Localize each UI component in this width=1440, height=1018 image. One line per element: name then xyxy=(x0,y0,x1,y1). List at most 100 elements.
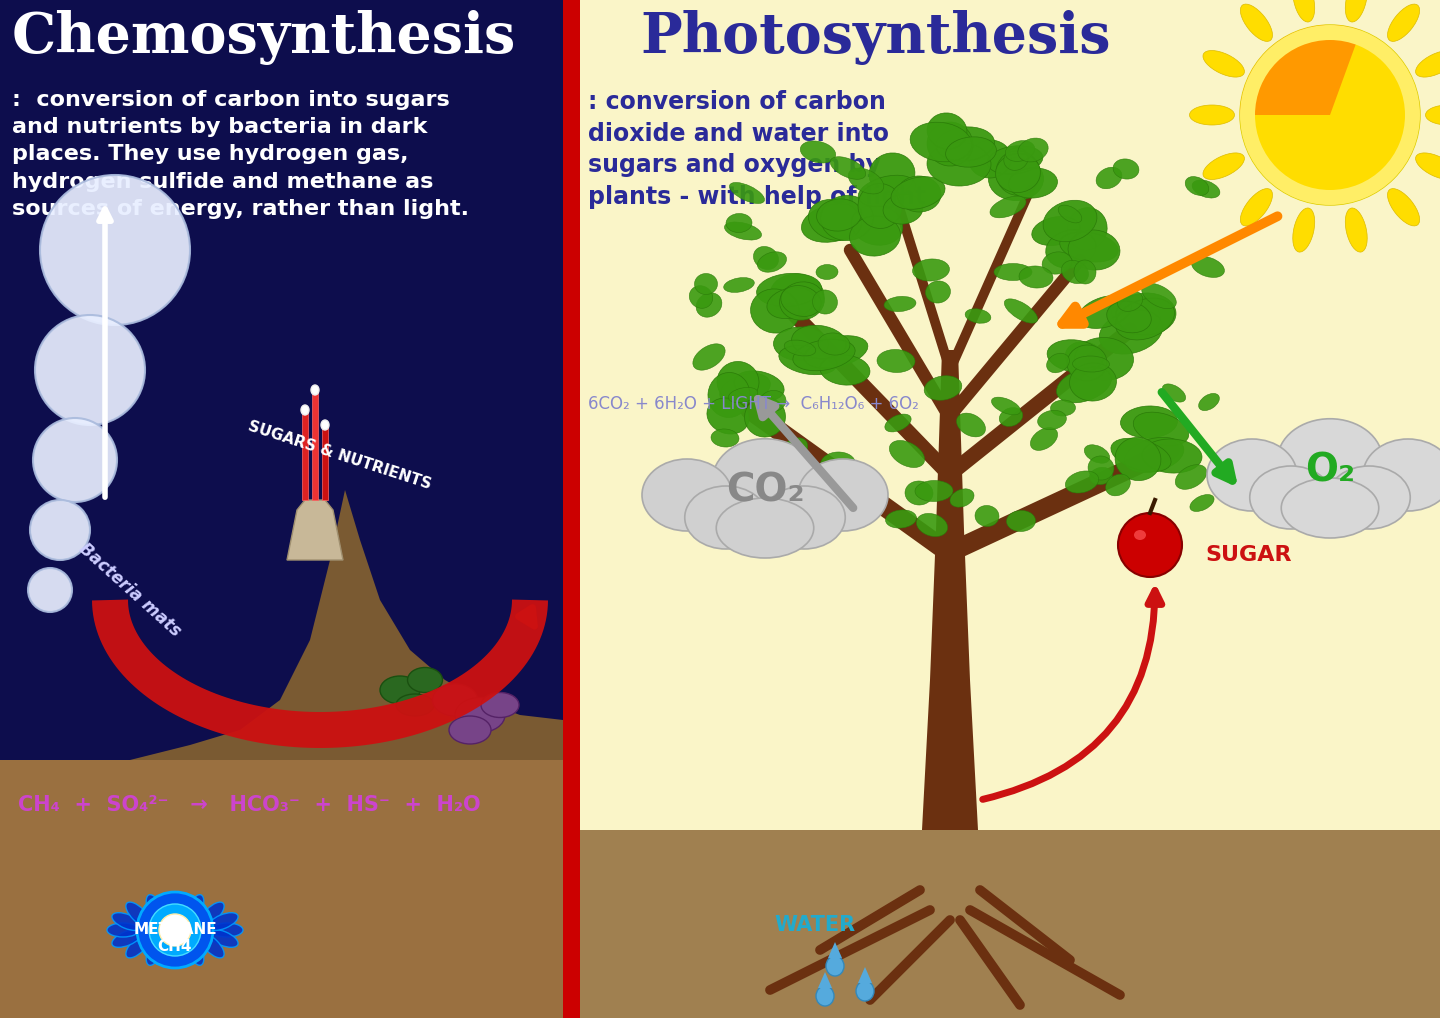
Ellipse shape xyxy=(147,936,164,965)
Ellipse shape xyxy=(916,513,948,536)
Ellipse shape xyxy=(831,157,865,179)
Ellipse shape xyxy=(711,429,739,447)
Ellipse shape xyxy=(1112,295,1161,335)
Ellipse shape xyxy=(956,413,985,437)
Ellipse shape xyxy=(112,929,143,948)
Text: Bacteria mats: Bacteria mats xyxy=(75,540,184,640)
Ellipse shape xyxy=(1008,168,1057,199)
Text: : conversion of carbon
dioxide and water into
sugars and oxygen by
plants - with: : conversion of carbon dioxide and water… xyxy=(588,90,926,209)
Ellipse shape xyxy=(818,333,850,355)
Ellipse shape xyxy=(432,684,478,716)
Ellipse shape xyxy=(816,265,838,280)
Ellipse shape xyxy=(924,376,962,400)
Ellipse shape xyxy=(1116,298,1175,340)
Ellipse shape xyxy=(481,692,518,718)
Ellipse shape xyxy=(877,349,914,373)
Ellipse shape xyxy=(821,195,874,240)
Text: O₂: O₂ xyxy=(1305,451,1355,489)
Ellipse shape xyxy=(927,113,966,149)
Ellipse shape xyxy=(768,287,815,319)
Ellipse shape xyxy=(780,438,808,462)
Ellipse shape xyxy=(995,154,1041,192)
Ellipse shape xyxy=(1125,438,1184,472)
Ellipse shape xyxy=(186,936,204,965)
Bar xyxy=(580,830,1440,1018)
Ellipse shape xyxy=(711,476,744,498)
Text: CO₂: CO₂ xyxy=(726,471,805,509)
Ellipse shape xyxy=(1388,188,1420,226)
Ellipse shape xyxy=(1060,232,1119,262)
Polygon shape xyxy=(92,600,549,748)
Bar xyxy=(563,0,580,1018)
Ellipse shape xyxy=(1133,412,1189,446)
Ellipse shape xyxy=(1061,261,1089,284)
Ellipse shape xyxy=(1189,495,1214,511)
Ellipse shape xyxy=(1162,384,1185,402)
Ellipse shape xyxy=(897,176,940,212)
Ellipse shape xyxy=(713,439,818,521)
Ellipse shape xyxy=(1007,510,1035,531)
Ellipse shape xyxy=(1096,167,1122,188)
Ellipse shape xyxy=(821,452,855,476)
Ellipse shape xyxy=(321,420,328,430)
Ellipse shape xyxy=(708,373,750,417)
Ellipse shape xyxy=(1004,148,1028,170)
Circle shape xyxy=(1117,513,1182,577)
Ellipse shape xyxy=(778,519,808,542)
Ellipse shape xyxy=(884,414,912,432)
Ellipse shape xyxy=(1090,467,1113,485)
Text: Photosynthesis: Photosynthesis xyxy=(639,10,1110,65)
Ellipse shape xyxy=(1345,0,1367,22)
Ellipse shape xyxy=(1189,105,1234,125)
Ellipse shape xyxy=(779,345,837,375)
Ellipse shape xyxy=(1117,290,1143,312)
Ellipse shape xyxy=(1113,159,1139,179)
Ellipse shape xyxy=(1038,410,1067,430)
Ellipse shape xyxy=(1106,474,1130,496)
Ellipse shape xyxy=(168,892,181,924)
Ellipse shape xyxy=(1198,393,1220,410)
Ellipse shape xyxy=(693,344,726,371)
Polygon shape xyxy=(0,490,563,1018)
Ellipse shape xyxy=(1074,260,1096,284)
Ellipse shape xyxy=(301,405,310,415)
Ellipse shape xyxy=(884,296,916,312)
Ellipse shape xyxy=(1416,153,1440,179)
Ellipse shape xyxy=(112,913,143,930)
Circle shape xyxy=(158,914,192,946)
Ellipse shape xyxy=(1142,283,1176,308)
Ellipse shape xyxy=(890,441,924,467)
Ellipse shape xyxy=(107,923,140,937)
Ellipse shape xyxy=(1058,205,1081,223)
Circle shape xyxy=(137,892,213,968)
Ellipse shape xyxy=(848,168,884,193)
Ellipse shape xyxy=(809,504,841,522)
Ellipse shape xyxy=(750,289,799,333)
Ellipse shape xyxy=(785,340,816,356)
Ellipse shape xyxy=(914,480,953,502)
Ellipse shape xyxy=(780,286,821,317)
Ellipse shape xyxy=(1051,400,1076,416)
Ellipse shape xyxy=(825,512,848,531)
Ellipse shape xyxy=(802,204,864,242)
Ellipse shape xyxy=(1043,251,1071,274)
Bar xyxy=(580,0,1440,1018)
Ellipse shape xyxy=(1110,438,1171,471)
Ellipse shape xyxy=(988,146,1043,174)
Ellipse shape xyxy=(999,407,1022,427)
Ellipse shape xyxy=(798,459,888,531)
Ellipse shape xyxy=(801,142,835,163)
Ellipse shape xyxy=(760,391,786,411)
Ellipse shape xyxy=(1018,138,1048,162)
Ellipse shape xyxy=(1120,406,1178,438)
Ellipse shape xyxy=(1107,301,1152,333)
Ellipse shape xyxy=(1426,105,1440,125)
Ellipse shape xyxy=(1043,201,1097,241)
Ellipse shape xyxy=(793,339,855,371)
Ellipse shape xyxy=(1364,439,1440,511)
Ellipse shape xyxy=(1282,478,1378,538)
Ellipse shape xyxy=(207,929,238,948)
Circle shape xyxy=(148,904,202,956)
Ellipse shape xyxy=(850,216,900,257)
Ellipse shape xyxy=(1079,295,1132,329)
